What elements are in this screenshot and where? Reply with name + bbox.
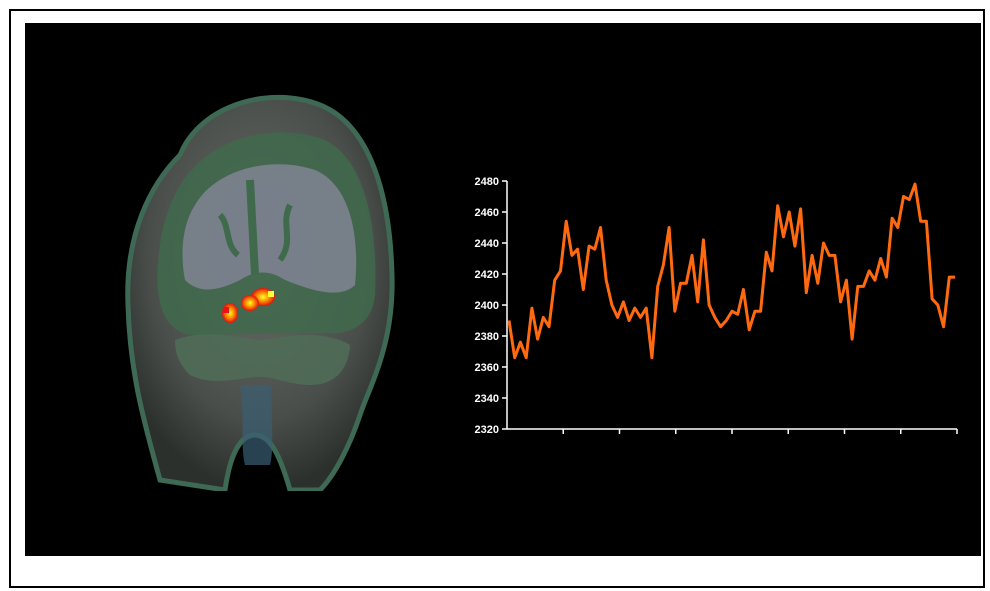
signal-line-chart: 2320 2340 2360 2380 2400 2420 2440 2460 2480 <box>475 176 958 436</box>
series-line <box>507 182 955 360</box>
y-tick-label: 2480 <box>475 176 499 188</box>
y-tick-label: 2360 <box>475 362 499 374</box>
y-tick-label: 2420 <box>475 269 499 281</box>
figure-panel: 2320 2340 2360 2380 2400 2420 2440 2460 2480 <box>25 23 981 556</box>
y-tick-label: 2340 <box>475 393 499 405</box>
y-tick-label: 2400 <box>475 300 499 312</box>
y-tick-label: 2460 <box>475 207 499 219</box>
coronal-mri-slice-icon <box>125 94 395 491</box>
y-tick-label: 2380 <box>475 331 499 343</box>
y-tick-label: 2440 <box>475 238 499 250</box>
y-tick-label: 2320 <box>475 424 499 436</box>
